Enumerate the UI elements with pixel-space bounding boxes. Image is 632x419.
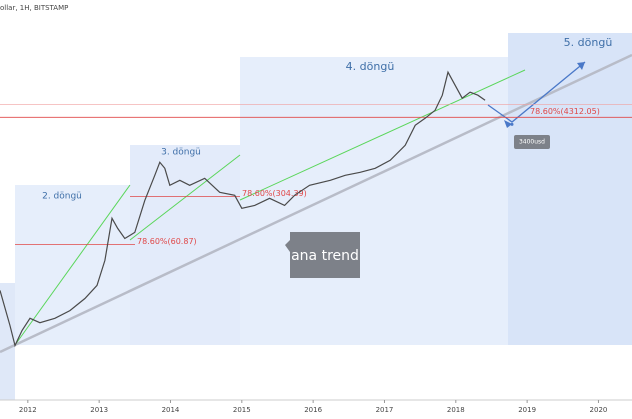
x-tick-label: 2017 — [376, 406, 394, 414]
channel-line — [129, 154, 241, 241]
fib-label: 78.60%(304.39) — [242, 189, 307, 198]
x-tick-label: 2018 — [447, 406, 465, 414]
channel-line — [239, 69, 526, 201]
cycle-label: 2. döngü — [42, 192, 82, 202]
fib-label: 78.60%(4312.05) — [530, 107, 600, 116]
cycle-box — [240, 57, 508, 345]
cycle-label: 3. döngü — [161, 148, 201, 158]
price-line — [0, 70, 486, 348]
x-tick-label: 2015 — [233, 406, 251, 414]
target-point — [510, 122, 514, 126]
x-tick-label: 2020 — [590, 406, 608, 414]
projection-arrow — [487, 61, 586, 123]
x-tick-label: 2013 — [90, 406, 108, 414]
cycle-box — [0, 283, 15, 400]
arrow-head — [504, 120, 512, 128]
channel-line — [14, 184, 131, 346]
arrow-head — [577, 62, 585, 70]
fib-label: 78.60%(60.87) — [137, 237, 197, 246]
trend-label-box — [285, 232, 360, 278]
target-box — [514, 135, 550, 149]
x-tick-label: 2012 — [19, 406, 37, 414]
cycle-label: 5. döngü — [564, 36, 613, 49]
chart-title: ollar, 1H, BITSTAMP — [0, 4, 68, 12]
x-tick-label: 2019 — [518, 406, 536, 414]
cycle-box — [130, 145, 240, 345]
cycle-label: 4. döngü — [346, 60, 395, 73]
cycle-box — [508, 33, 632, 345]
target-label: 3400usd — [519, 139, 545, 146]
cycle-boxes — [0, 33, 632, 400]
trend-label: ana trend — [291, 248, 359, 264]
x-tick-label: 2014 — [162, 406, 180, 414]
x-tick-label: 2016 — [304, 406, 322, 414]
